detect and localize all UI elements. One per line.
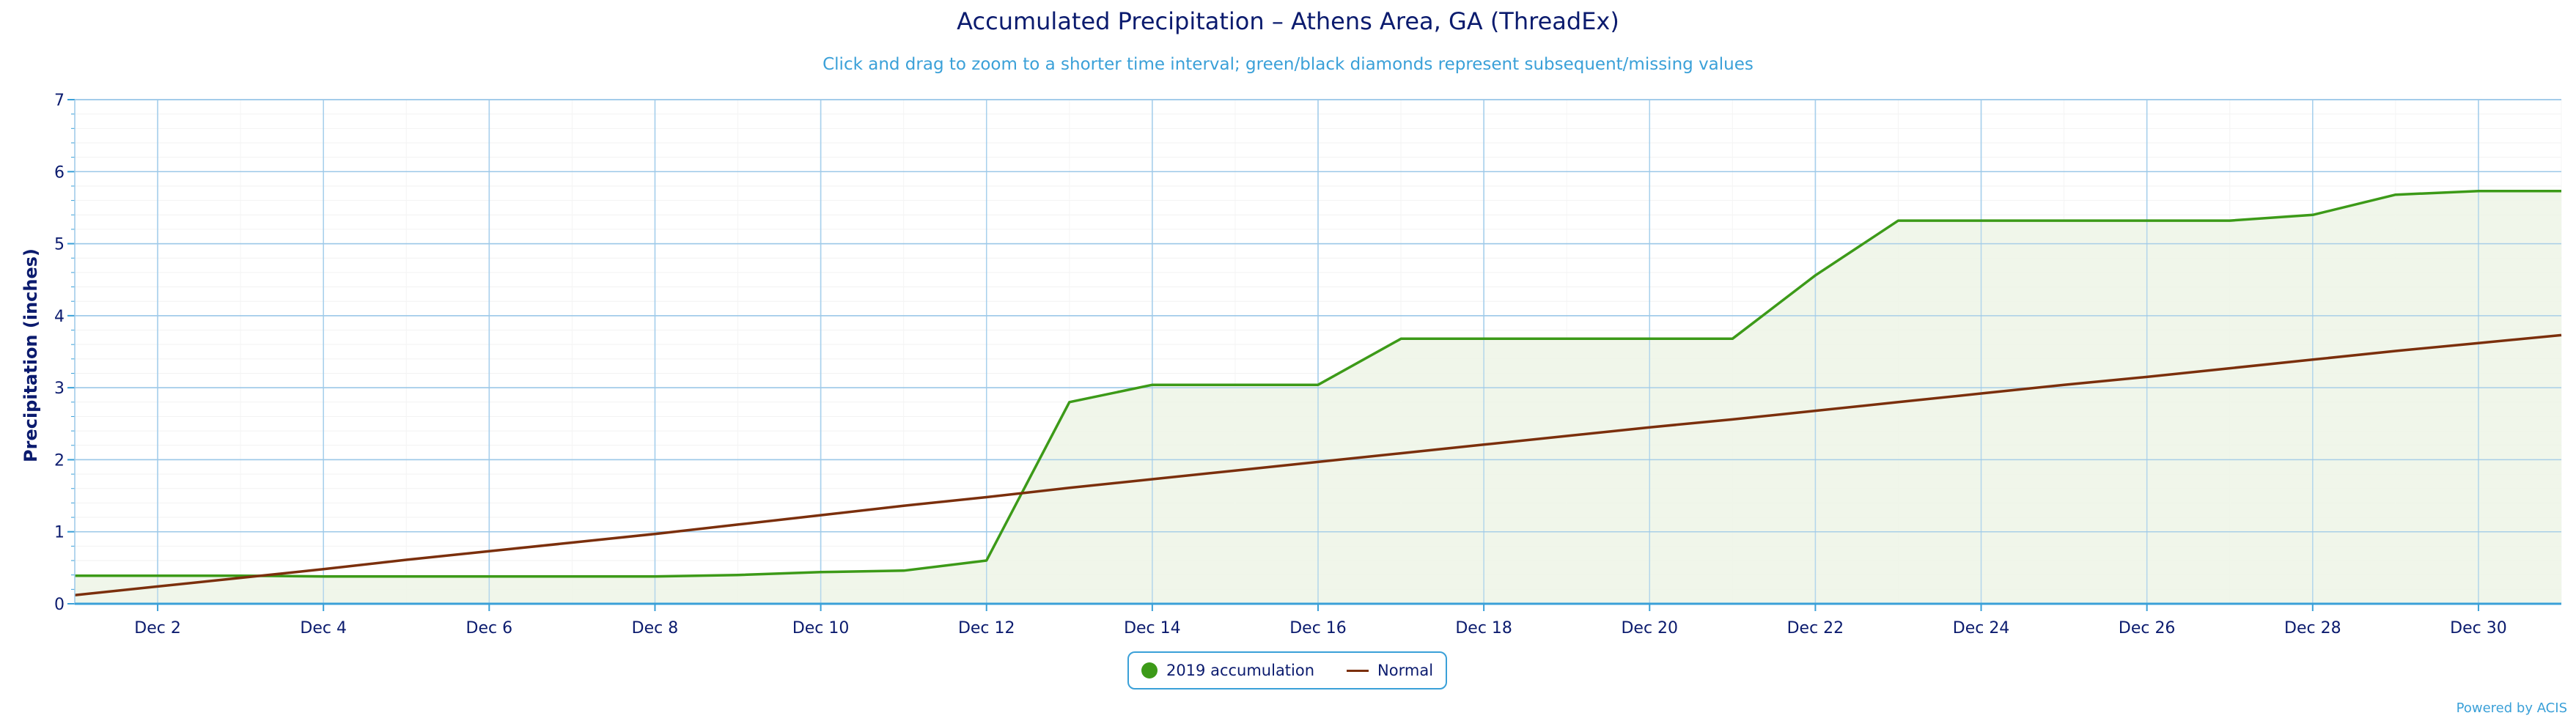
x-tick-label: Dec 16 bbox=[1289, 619, 1347, 637]
x-tick-label: Dec 30 bbox=[2450, 619, 2507, 637]
x-tick-label: Dec 6 bbox=[466, 619, 513, 637]
y-axis-label: Precipitation (inches) bbox=[21, 248, 41, 462]
legend-item-2019[interactable]: 2019 accumulation bbox=[1141, 662, 1314, 679]
legend-label: 2019 accumulation bbox=[1166, 662, 1315, 679]
x-tick-label: Dec 26 bbox=[2119, 619, 2176, 637]
x-tick-label: Dec 2 bbox=[134, 619, 181, 637]
legend-item-normal[interactable]: Normal bbox=[1347, 662, 1433, 679]
y-tick-label: 6 bbox=[54, 163, 65, 182]
legend-label: Normal bbox=[1377, 662, 1434, 679]
y-tick-label: 0 bbox=[54, 596, 65, 614]
x-tick-label: Dec 24 bbox=[1953, 619, 2010, 637]
x-tick-label: Dec 20 bbox=[1621, 619, 1678, 637]
y-tick-label: 3 bbox=[54, 380, 65, 398]
chart-title: Accumulated Precipitation – Athens Area,… bbox=[957, 7, 1619, 35]
legend: 2019 accumulation Normal bbox=[1127, 651, 1447, 689]
x-tick-label: Dec 18 bbox=[1455, 619, 1512, 637]
series-layer bbox=[74, 99, 2562, 604]
x-tick-label: Dec 12 bbox=[958, 619, 1015, 637]
y-tick-label: 2 bbox=[54, 451, 65, 470]
chart-subtitle: Click and drag to zoom to a shorter time… bbox=[823, 55, 1753, 74]
x-tick-label: Dec 22 bbox=[1787, 619, 1844, 637]
x-tick-label: Dec 4 bbox=[300, 619, 347, 637]
y-tick-label: 4 bbox=[54, 308, 65, 326]
y-tick-label: 1 bbox=[54, 524, 65, 542]
series-line-2019-accumulation bbox=[75, 190, 2561, 578]
y-tick-label: 5 bbox=[54, 236, 65, 254]
x-tick-label: Dec 14 bbox=[1124, 619, 1181, 637]
x-tick-label: Dec 28 bbox=[2284, 619, 2341, 637]
axes: 0 1 2 3 4 5 6 7 Dec 2 Dec 4 Dec 6 Dec 8 Dec 10 Dec 12… bbox=[54, 92, 2561, 637]
x-tick-label: Dec 8 bbox=[632, 619, 679, 637]
legend-line-icon bbox=[1347, 669, 1369, 672]
series-line-normal bbox=[74, 333, 2562, 596]
legend-marker-icon bbox=[1141, 662, 1158, 679]
y-tick-label: 7 bbox=[54, 92, 65, 110]
x-tick-label: Dec 10 bbox=[792, 619, 850, 637]
credit-link[interactable]: Powered by ACIS bbox=[2456, 700, 2567, 716]
